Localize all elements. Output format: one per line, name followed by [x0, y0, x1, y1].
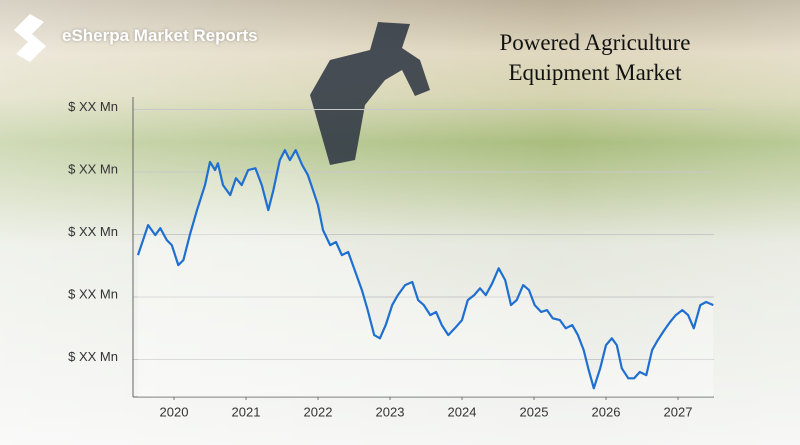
- x-tick-label: 2022: [304, 404, 333, 419]
- x-tick-label: 2020: [160, 404, 189, 419]
- farmer: [310, 22, 430, 165]
- brand: eSherpa Market Reports: [62, 26, 258, 45]
- y-tick-label: $ XX Mn: [68, 99, 118, 114]
- x-tick-label: 2026: [592, 404, 621, 419]
- x-tick-label: 2027: [664, 404, 693, 419]
- line: [136, 149, 714, 390]
- x-tick-label: 2023: [376, 404, 405, 419]
- y-tick-label: $ XX Mn: [68, 161, 118, 176]
- y-tick-label: $ XX Mn: [68, 349, 118, 364]
- area: [138, 150, 714, 397]
- x-tick-label: 2025: [520, 404, 549, 419]
- y-tick-label: $ XX Mn: [68, 286, 118, 301]
- x-tick-label: 2021: [232, 404, 261, 419]
- y-tick-label: $ XX Mn: [68, 224, 118, 239]
- x-tick-label: 2024: [448, 404, 477, 419]
- logo-icon: [14, 14, 46, 62]
- chart-title: Powered Agriculture Equipment Market: [499, 30, 691, 85]
